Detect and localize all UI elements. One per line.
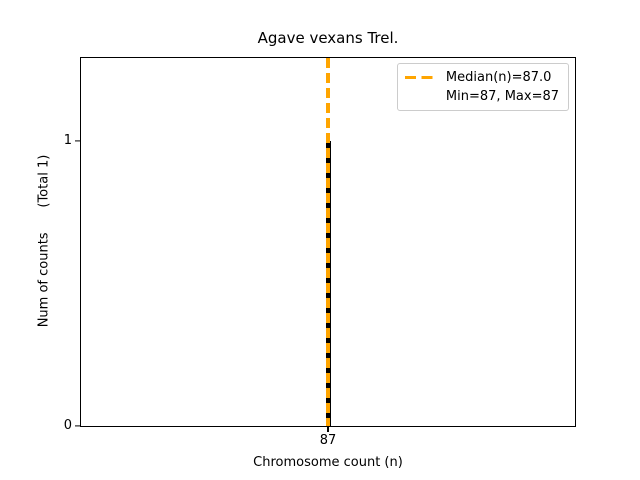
legend-label-minmax: Min=87, Max=87 [445,89,559,104]
median-line [326,58,330,426]
y-axis-tick-label-0: 0 [63,418,72,433]
orange-dashed-line-icon [404,75,433,80]
y-axis-label: Num of counts (Total 1) [36,154,52,328]
y-axis-tick-label-1: 1 [63,132,72,148]
legend-label-median: Median(n)=87.0 [445,70,552,85]
legend: Median(n)=87.0 Min=87, Max=87 [396,63,569,111]
y-tick-mark-0 [75,425,80,427]
legend-entry-minmax: Min=87, Max=87 [405,87,559,106]
x-axis-label: Chromosome count (n) [253,455,403,470]
chart-title: Agave vexans Trel. [257,29,399,47]
x-tick-mark-87 [327,427,329,432]
plot-area: 1 0 87 Median(n)=87.0 Min=87, Max=87 [64,57,576,448]
legend-entry-median: Median(n)=87.0 [404,68,559,87]
x-axis-tick-label-87: 87 [319,433,337,448]
legend-spacer [405,95,433,99]
y-tick-mark-1 [75,140,80,142]
